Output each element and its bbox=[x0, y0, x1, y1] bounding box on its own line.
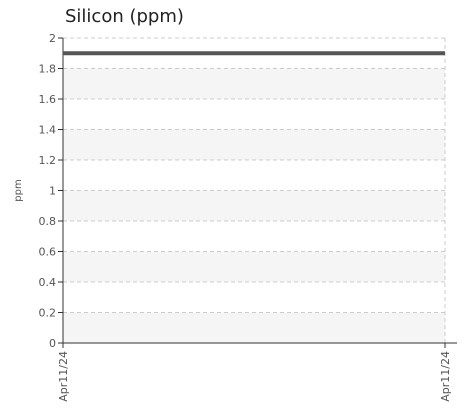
y-tick-label: 1.8 bbox=[39, 63, 57, 76]
y-tick-label: 2 bbox=[49, 32, 56, 45]
y-tick-label: 1.2 bbox=[39, 154, 57, 167]
y-tick-label: 0.8 bbox=[39, 215, 57, 228]
x-tick-label: Apr11/24 bbox=[439, 351, 452, 402]
y-tick-label: 0.2 bbox=[39, 307, 57, 320]
y-tick-label: 0 bbox=[49, 337, 56, 350]
grid-band bbox=[63, 190, 445, 221]
y-tick-label: 1.4 bbox=[39, 124, 57, 137]
x-tick-label: Apr11/24 bbox=[57, 351, 70, 402]
grid-band bbox=[63, 312, 445, 343]
y-tick-label: 1 bbox=[49, 185, 56, 198]
y-tick-label: 0.4 bbox=[39, 276, 57, 289]
grid-band bbox=[63, 129, 445, 160]
y-tick-label: 1.6 bbox=[39, 93, 57, 106]
chart-title: Silicon (ppm) bbox=[65, 6, 184, 27]
grid-band bbox=[63, 68, 445, 99]
y-axis-label: ppm bbox=[13, 179, 24, 201]
y-tick-label: 0.6 bbox=[39, 246, 57, 259]
grid-band bbox=[63, 251, 445, 282]
